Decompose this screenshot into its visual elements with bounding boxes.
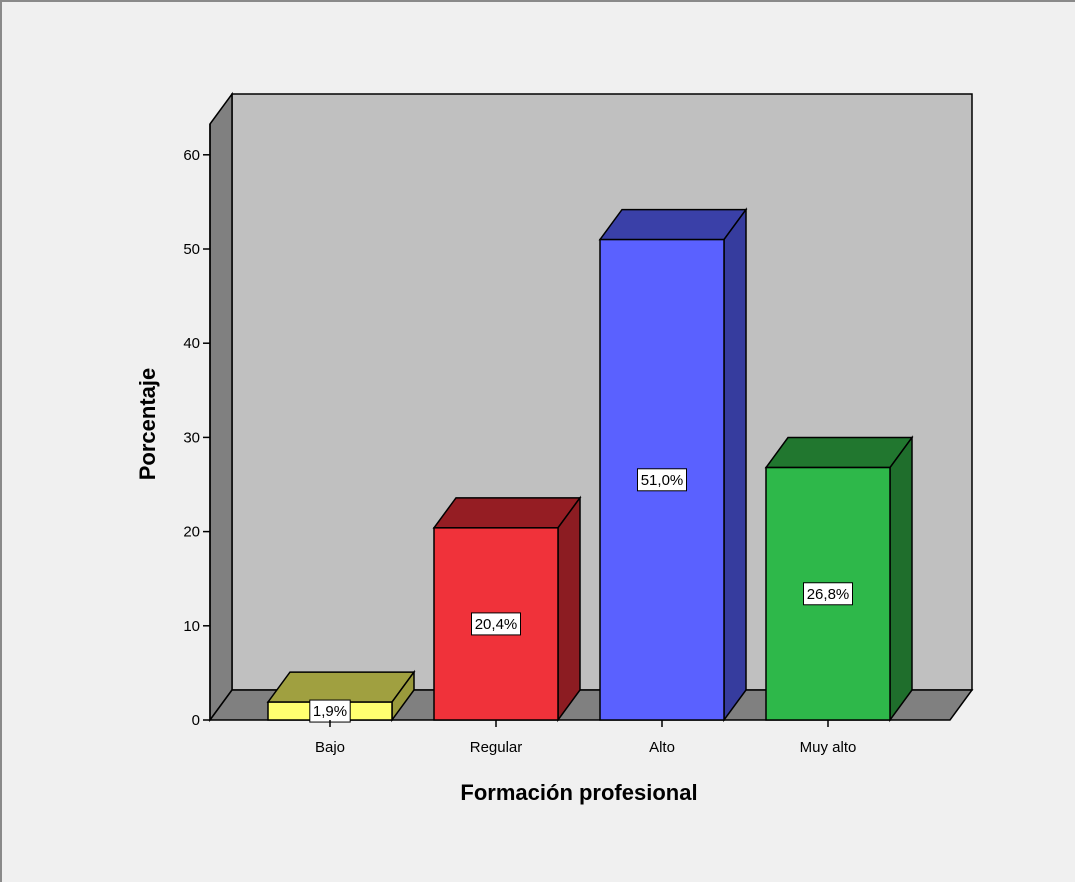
data-label-box [637,468,687,492]
y-tick-label: 60 [183,147,200,164]
y-tick-label: 50 [183,241,200,258]
x-axis-title: Formación profesional [460,780,697,805]
y-axis: 0 10 20 30 40 50 60 [183,124,211,729]
x-tick-label: Bajo [315,739,345,756]
bar-side [723,207,747,723]
bar-muy-alto: 26,8% [764,435,914,723]
data-label-box [471,612,521,636]
data-label: 51,0% [641,472,684,489]
y-tick-label: 10 [183,618,200,635]
bar-top [266,671,416,703]
bar-top [764,436,914,469]
data-label: 1,9% [313,703,347,720]
y-tick-label: 40 [183,335,200,352]
x-tick-label: Alto [649,739,675,756]
y-axis-title: Porcentaje [135,368,160,481]
bar-top [598,208,748,241]
bar-side [889,435,913,723]
bar-alto: 51,0% [598,207,748,723]
bar-regular: 20,4% [432,495,582,723]
x-axis: Bajo Regular Alto Muy alto [315,720,856,756]
data-label: 20,4% [475,616,518,633]
y-tick-label: 0 [192,712,200,729]
bar-bajo: 1,9% [266,669,416,723]
bar-side [557,495,581,723]
bar-top [432,497,582,529]
y-tick-label: 30 [183,429,200,446]
x-tick-label: Regular [470,739,523,756]
data-label-box [803,582,853,606]
x-tick-label: Muy alto [800,739,857,756]
side-wall [209,91,233,723]
y-tick-label: 20 [183,524,200,541]
data-label: 26,8% [807,586,850,603]
bars: 1,9% 20,4% 51,0% 26,8% [266,207,914,723]
